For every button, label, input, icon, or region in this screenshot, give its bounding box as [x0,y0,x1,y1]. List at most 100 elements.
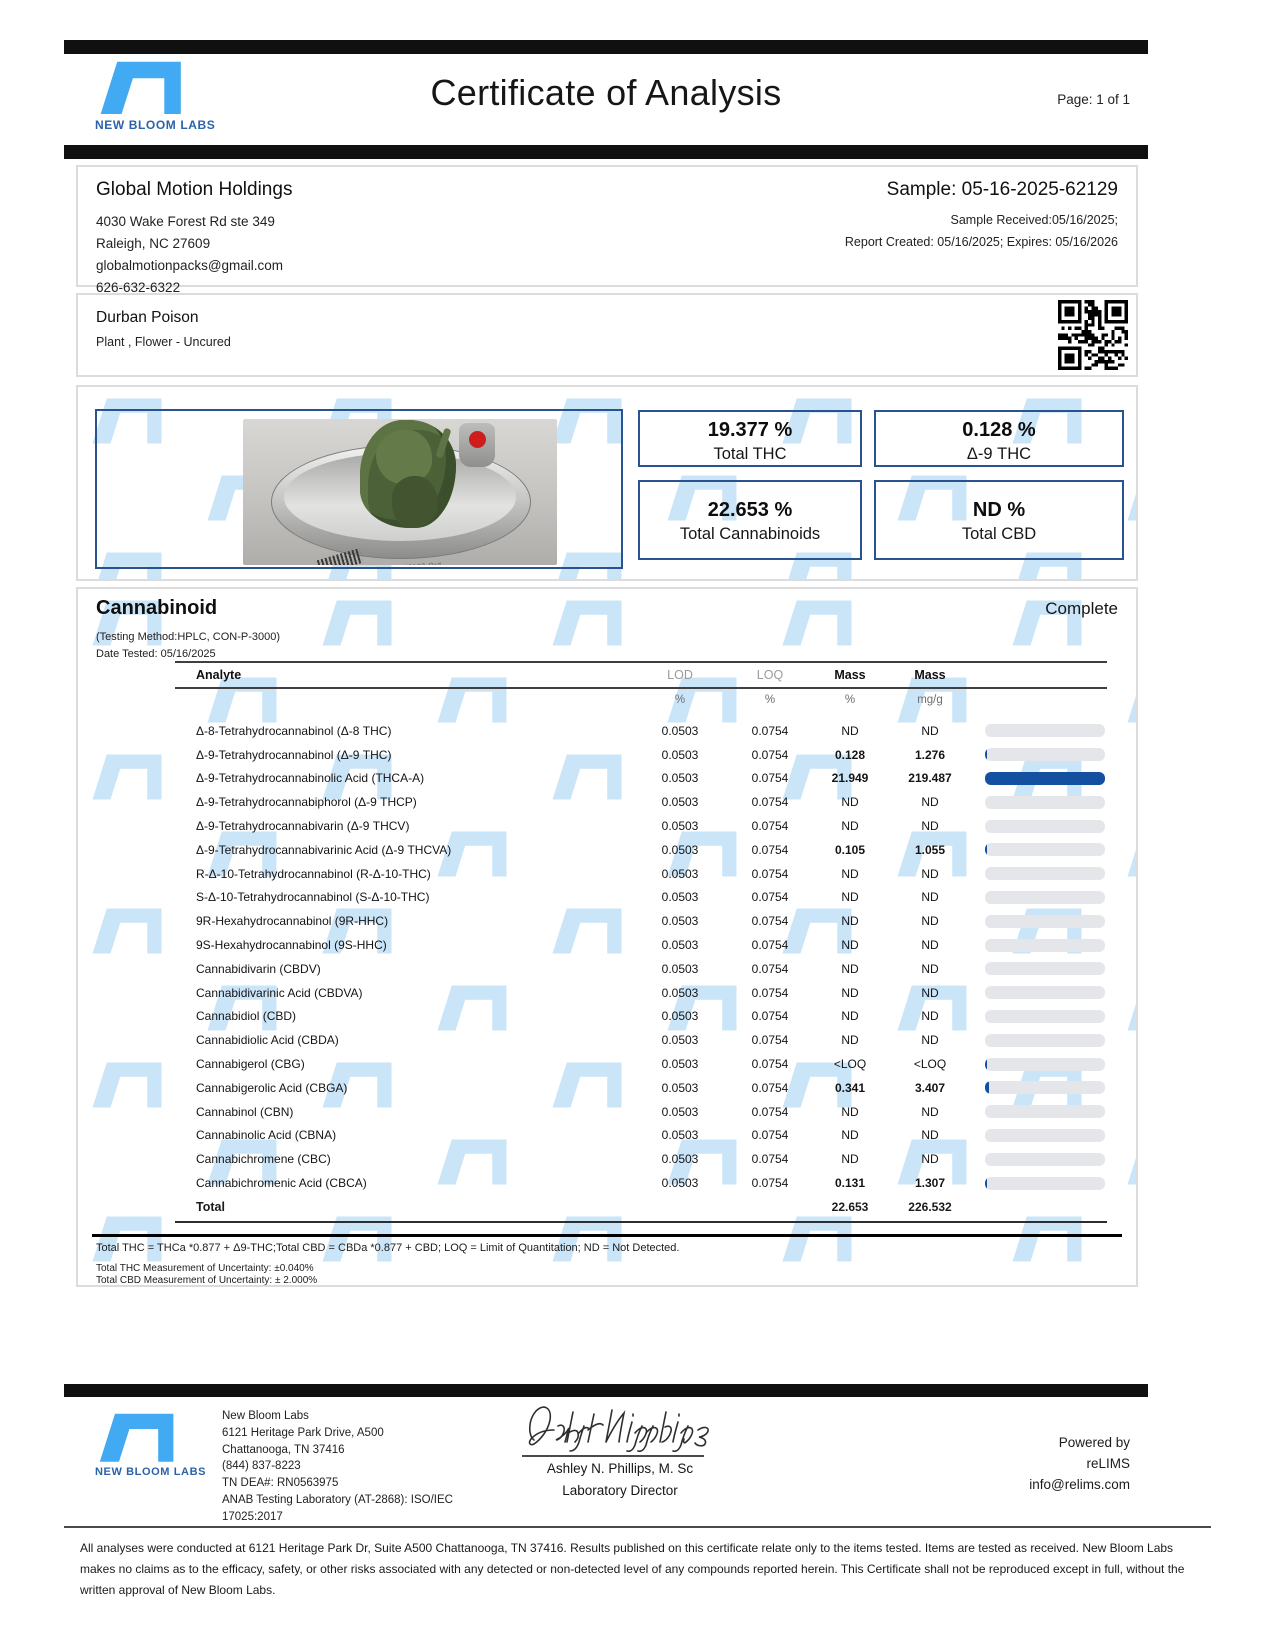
client-address-line1: 4030 Wake Forest Rd ste 349 [96,214,275,229]
analyte-loq: 0.0754 [751,1176,789,1191]
signature [528,1406,709,1452]
table-row: Δ-9-Tetrahydrocannabinol (Δ-9 THC) 0.050… [175,743,1107,767]
analyte-bar [970,795,1107,809]
table-row: Cannabigerol (CBG) 0.0503 0.0754 <LOQ <L… [175,1052,1107,1076]
analyte-name: 9S-Hexahydrocannabinol (9S-HHC) [196,938,387,953]
analyte-loq: 0.0754 [751,985,789,1000]
table-bottom-rule [175,1220,1107,1223]
table-row: R-Δ-10-Tetrahydrocannabinol (R-Δ-10-THC)… [175,862,1107,886]
analyte-loq: 0.0754 [751,866,789,881]
bar-track [985,890,1105,904]
analyte-bar [970,748,1107,762]
table-row: Δ-9-Tetrahydrocannabivarin (Δ-9 THCV) 0.… [175,814,1107,838]
lab-info-line: TN DEA#: RN0563975 [222,1477,339,1490]
analyte-mass-pct: ND [841,795,859,810]
analyte-loq: 0.0754 [751,890,789,905]
analyte-mass-mgg: ND [921,866,939,881]
analyte-lod: 0.0503 [661,842,699,857]
total-cbd-box: ND % Total CBD [874,480,1124,560]
analyte-name: Δ-9-Tetrahydrocannabinolic Acid (THCA-A) [196,771,425,786]
bar-track [985,795,1105,809]
photo-bud-highlight [376,430,432,484]
analyte-loq: 0.0754 [751,723,789,738]
table-row: Cannabichromene (CBC) 0.0503 0.0754 ND N… [175,1147,1107,1171]
header-logo: NEW BLOOM LABS [95,60,215,132]
analyte-lod: 0.0503 [661,938,699,953]
analyte-bar [970,867,1107,881]
bar-track [985,1057,1105,1071]
bar-fill [985,843,987,857]
table-row: S-Δ-10-Tetrahydrocannabinol (S-Δ-10-THC)… [175,886,1107,910]
bar-track [985,748,1105,762]
client-name: Global Motion Holdings [96,179,293,200]
analyte-bar [970,1081,1107,1095]
table-row: 9R-Hexahydrocannabinol (9R-HHC) 0.0503 0… [175,909,1107,933]
analyte-mass-pct: ND [841,1104,859,1119]
analyte-lod: 0.0503 [661,1033,699,1048]
analyte-mass-pct: ND [841,1152,859,1167]
new-bloom-labs-logo-icon [100,61,181,114]
client-address-line2: Raleigh, NC 27609 [96,236,211,251]
bar-track [985,819,1105,833]
analyte-bar [970,1128,1107,1142]
bar-fill [985,771,1105,785]
client-address: 4030 Wake Forest Rd ste 349 Raleigh, NC … [96,211,283,299]
analyte-lod: 0.0503 [661,1128,699,1143]
analyte-bar [970,914,1107,928]
table-row: Cannabinol (CBN) 0.0503 0.0754 ND ND [175,1100,1107,1124]
analyte-mass-mgg: ND [921,723,939,738]
analyte-bar [970,1152,1107,1166]
photo-barcode [316,548,364,565]
analyte-name: R-Δ-10-Tetrahydrocannabinol (R-Δ-10-THC) [196,866,431,881]
footnote-divider [92,1234,1122,1237]
analyte-bar [970,1033,1107,1047]
client-email: globalmotionpacks@gmail.com [96,258,284,273]
watermark-pattern [78,589,1136,1285]
total-thc-box: 19.377 % Total THC [638,410,862,467]
analyte-name: Cannabidiol (CBD) [196,1009,297,1024]
analyte-lod: 0.0503 [661,1176,699,1191]
bar-track [985,914,1105,928]
bar-track [985,771,1105,785]
analyte-mass-mgg: 1.276 [914,747,946,762]
table-header-row: Analyte LOD LOQ Mass Mass [175,661,1107,689]
product-name: Durban Poison [96,309,199,326]
analyte-mass-pct: ND [841,866,859,881]
analyte-loq: 0.0754 [751,771,789,786]
footer-divider-bar [64,1384,1148,1397]
analyte-lod: 0.0503 [661,723,699,738]
analyte-mass-pct: ND [841,1009,859,1024]
analyte-loq: 0.0754 [751,938,789,953]
analyte-loq: 0.0754 [751,795,789,810]
table-body: Δ-8-Tetrahydrocannabinol (Δ-8 THC) 0.050… [175,719,1107,1195]
unit-loq: % [764,694,776,706]
table-row: Cannabidivarin (CBDV) 0.0503 0.0754 ND N… [175,957,1107,981]
analyte-lod: 0.0503 [661,771,699,786]
table-row: Cannabinolic Acid (CBNA) 0.0503 0.0754 N… [175,1124,1107,1148]
analyte-name: Cannabidivarinic Acid (CBDVA) [196,985,363,1000]
analyte-mass-pct: ND [841,1033,859,1048]
analyte-bar [970,1105,1107,1119]
sample-id: Sample: 05-16-2025-62129 [886,179,1118,200]
bar-track [985,1152,1105,1166]
lab-info-line: 17025:2017 [222,1510,283,1523]
total-label: Total [196,1199,225,1214]
analyte-name: Cannabinolic Acid (CBNA) [196,1128,337,1143]
analyte-name: Δ-9-Tetrahydrocannabiphorol (Δ-9 THCP) [196,795,417,810]
disclaimer-text: All analyses were conducted at 6121 Heri… [80,1541,1185,1597]
report-created: Report Created: 05/16/2025; Expires: 05/… [844,235,1118,249]
analyte-mass-pct: 21.949 [831,771,869,786]
analyte-lod: 0.0503 [661,961,699,976]
total-cannabinoids-box: 22.653 % Total Cannabinoids [638,480,862,560]
column-mass-mgg: Mass [914,668,946,682]
analyte-bar [970,1009,1107,1023]
section-title: Cannabinoid [96,597,218,619]
testing-method: (Testing Method:HPLC, CON-P-3000) [96,631,281,643]
analyte-lod: 0.0503 [661,1152,699,1167]
bar-track [985,938,1105,952]
sample-photo-frame: Acc#:62129 Ord [95,409,623,569]
new-bloom-labs-logo-icon [99,1413,174,1462]
page-number: Page: 1 of 1 [1057,92,1130,107]
analyte-bar [970,938,1107,952]
analyte-bar [970,1057,1107,1071]
